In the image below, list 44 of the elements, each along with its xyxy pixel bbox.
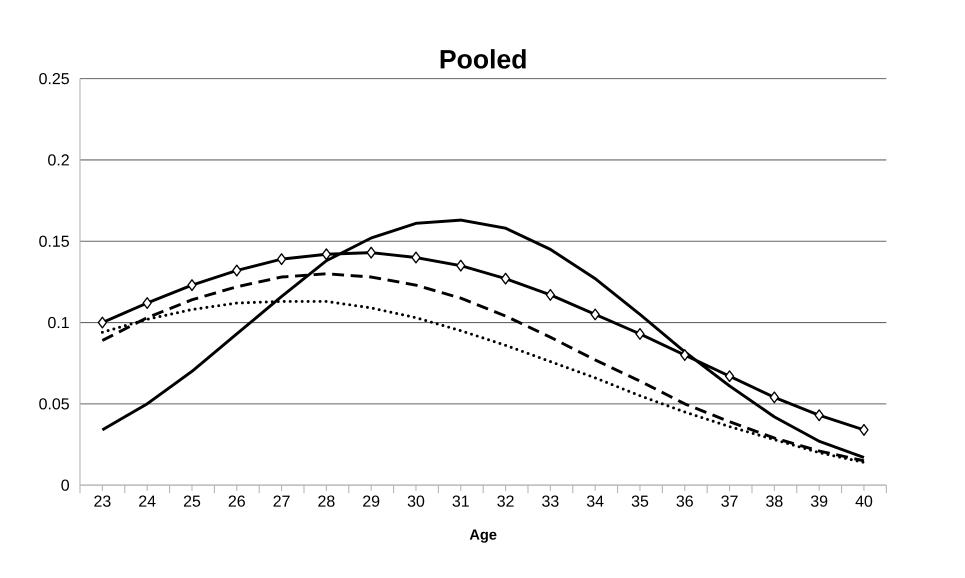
y-tick-label: 0.2 xyxy=(48,154,69,166)
x-tick-label: 40 xyxy=(855,495,872,507)
y-tick-label: 0.25 xyxy=(39,72,69,84)
x-tick-label: 33 xyxy=(542,495,559,507)
y-tick-label: 0.05 xyxy=(39,398,69,410)
x-tick-label: 35 xyxy=(632,495,648,507)
point xyxy=(456,259,466,272)
x-tick-label: 36 xyxy=(676,495,693,507)
point xyxy=(187,278,197,291)
x-tick-label: 34 xyxy=(586,495,604,507)
point xyxy=(500,272,510,284)
point xyxy=(724,370,734,382)
point xyxy=(322,248,332,260)
x-tick-label: 27 xyxy=(274,495,290,506)
x-tick-label: 29 xyxy=(363,495,380,507)
point xyxy=(590,308,600,320)
point xyxy=(142,296,152,309)
x-tick-label: 23 xyxy=(94,495,111,507)
point xyxy=(770,391,780,404)
x-axis-title: Age xyxy=(470,529,496,542)
x-tick-label: 37 xyxy=(721,495,738,507)
x-tick-label: 30 xyxy=(408,495,424,507)
y-tick-label: 0.15 xyxy=(39,235,69,247)
y-tick-label: 0.1 xyxy=(48,316,69,328)
point xyxy=(411,251,421,264)
point xyxy=(635,328,645,340)
x-tick-label: 31 xyxy=(452,495,469,507)
chart-title: Pooled xyxy=(440,48,526,68)
x-tick-label: 39 xyxy=(810,495,828,507)
point xyxy=(546,288,556,301)
x-tick-label: 26 xyxy=(228,495,245,507)
point xyxy=(859,424,869,436)
point xyxy=(232,264,242,276)
point xyxy=(680,348,690,361)
x-tick-label: 38 xyxy=(766,495,783,507)
x-tick-label: 28 xyxy=(318,495,335,507)
point xyxy=(814,409,824,421)
x-tick-label: 24 xyxy=(139,495,156,506)
point xyxy=(366,246,376,258)
point xyxy=(98,316,108,328)
y-tick-label: 0 xyxy=(61,479,70,491)
x-tick-label: 32 xyxy=(497,495,514,507)
x-tick-label: 25 xyxy=(184,495,200,507)
point xyxy=(276,252,286,265)
